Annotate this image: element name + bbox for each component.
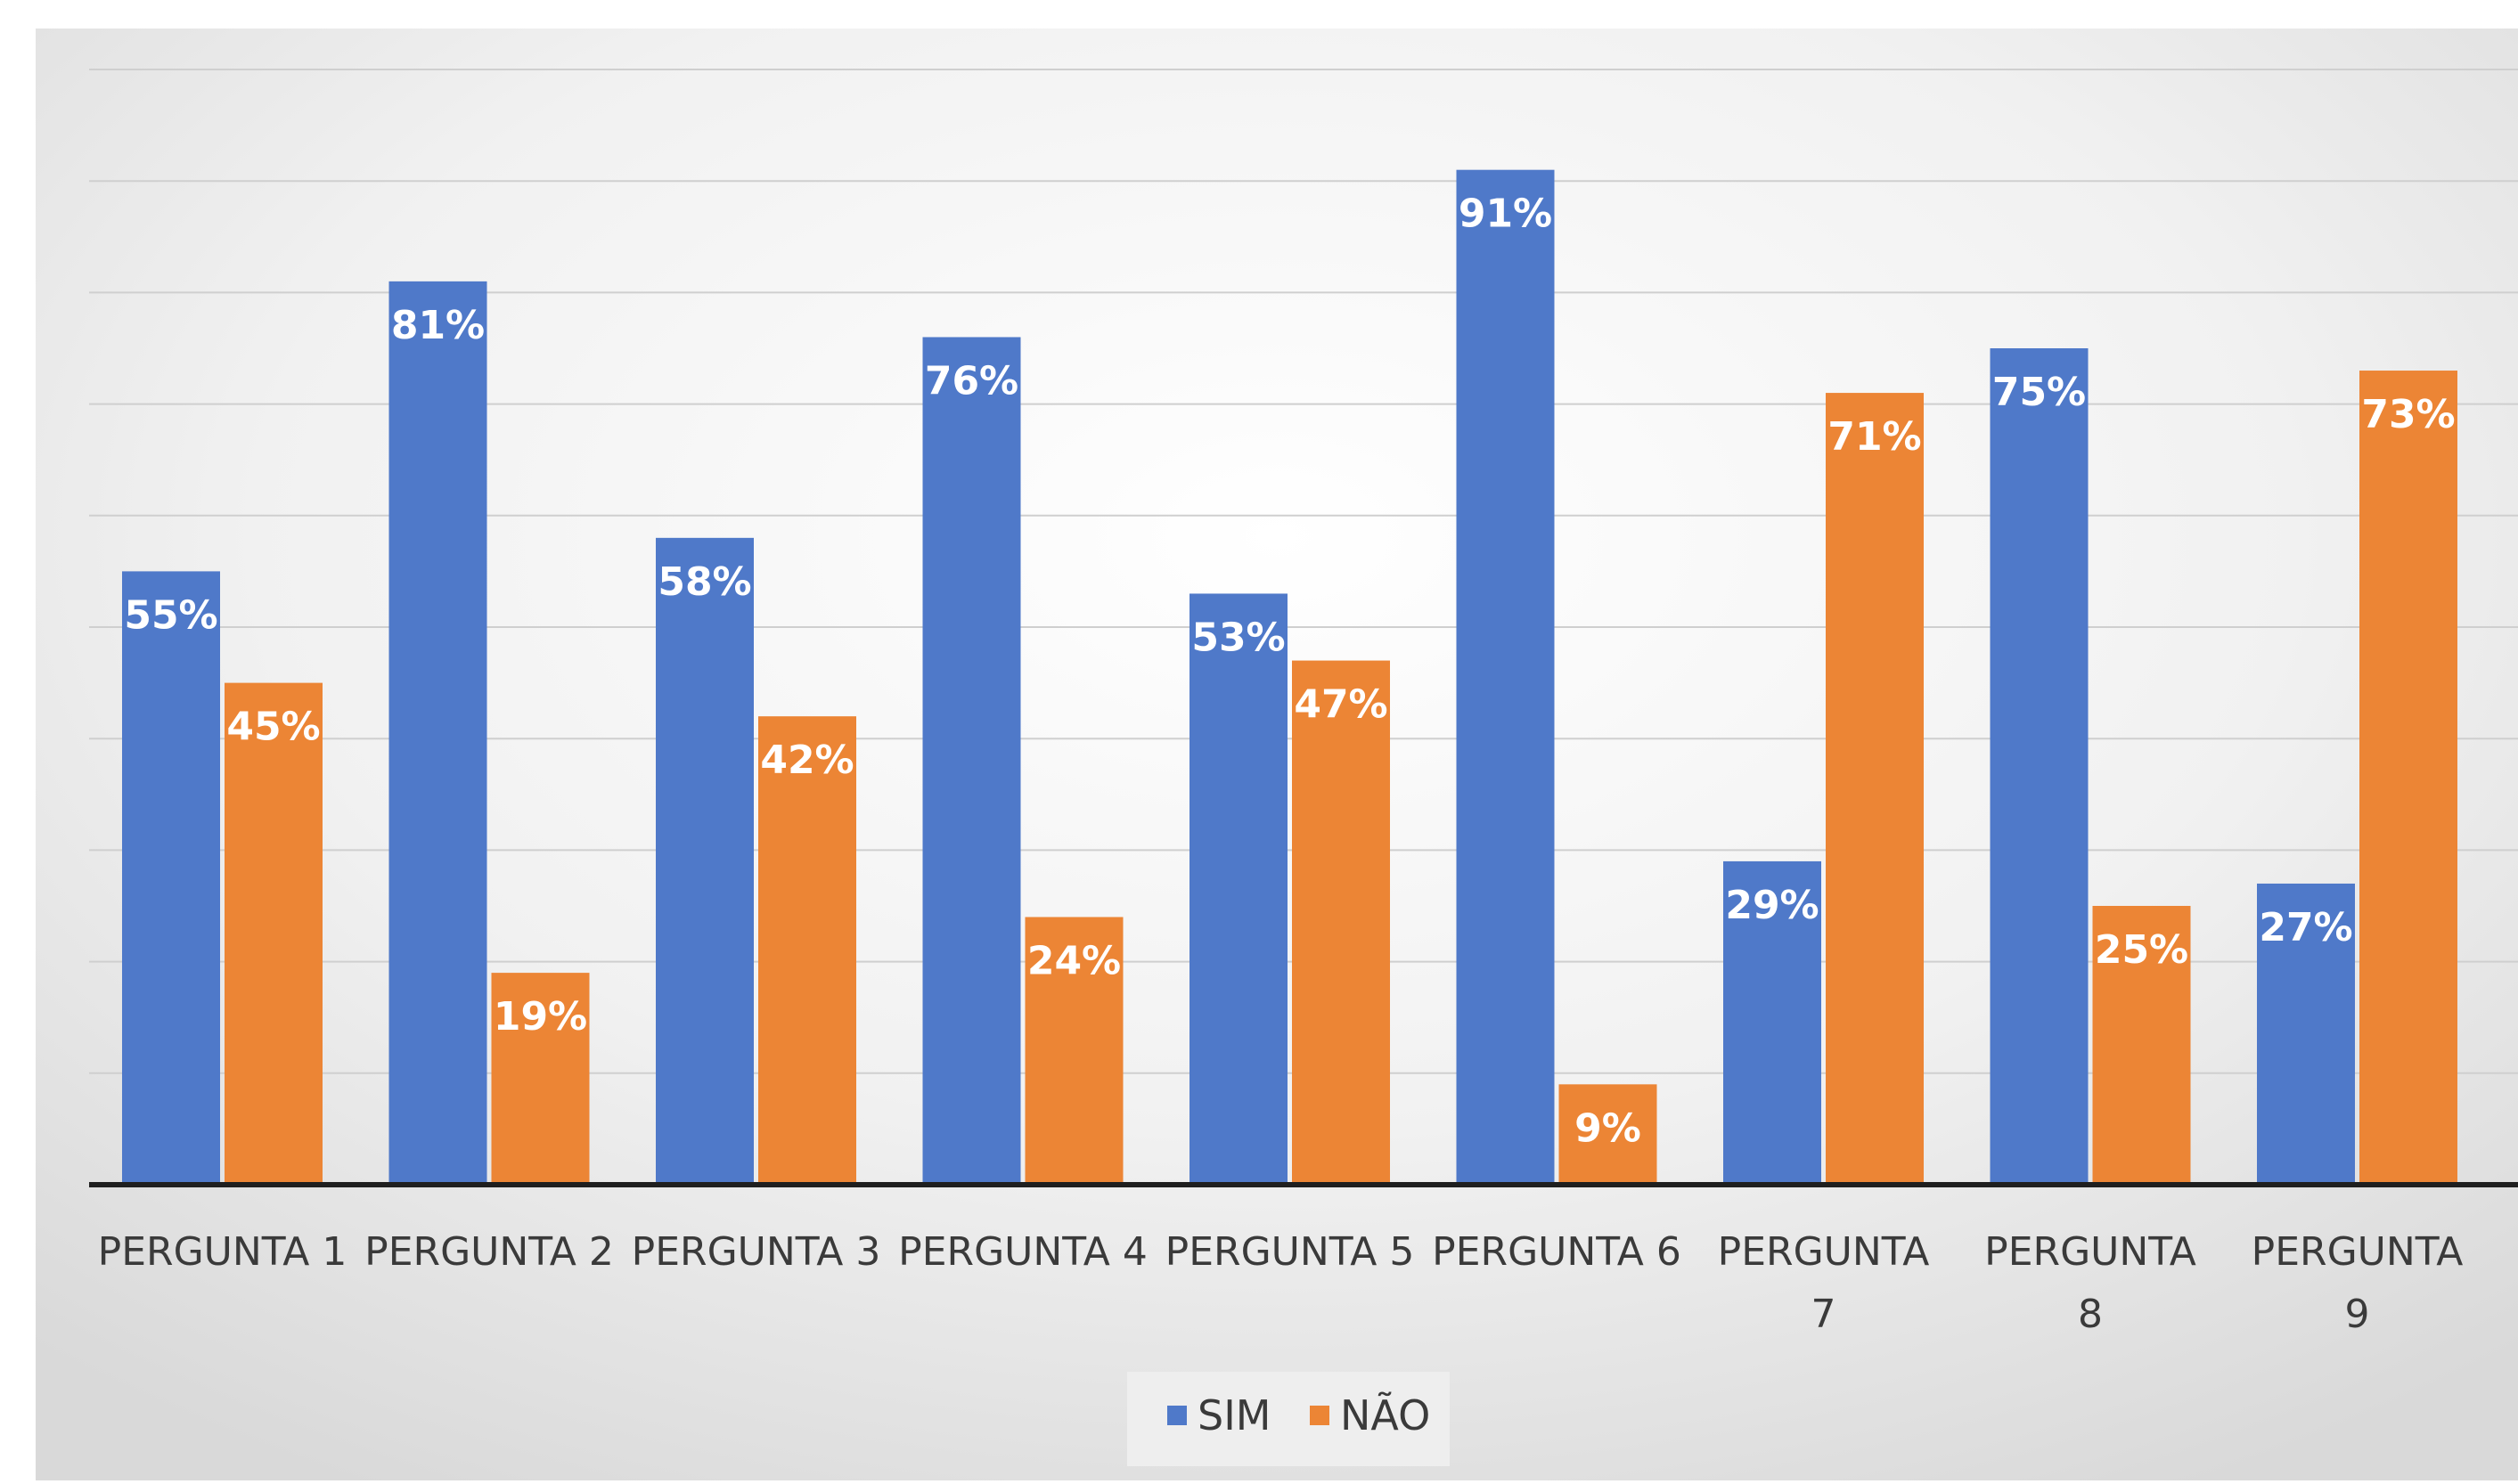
bar-sim-2: [388, 281, 487, 1185]
x-tick-label-6: PERGUNTA 6: [1432, 1229, 1681, 1275]
data-label-sim-1: 55%: [124, 592, 217, 638]
x-tick-label-5: PERGUNTA 5: [1165, 1229, 1415, 1275]
data-label-n-o-3: 42%: [760, 738, 854, 783]
bar-sim-7: [1723, 860, 1821, 1185]
x-tick-label-8: PERGUNTA 8: [1984, 1229, 2196, 1337]
x-axis-tick-labels: PERGUNTA 1 PERGUNTA 2 PERGUNTA 3 PERGUNTA 4…: [98, 1229, 2464, 1337]
bars: [122, 169, 2457, 1186]
x-tick-label-2: PERGUNTA 2: [364, 1229, 614, 1275]
bar-sim-9: [2257, 883, 2355, 1185]
data-labels: 55% 45% 81% 19% 58% 42% 76% 24% 53%47% 91% 9% 29% 71…: [124, 192, 2455, 1152]
data-label-sim-7: 29%: [1725, 883, 1819, 928]
bar-n-o-1: [225, 682, 323, 1185]
bar-sim-8: [1990, 348, 2089, 1185]
bar-sim-5: [1190, 593, 1288, 1185]
legend: SIM NÃO: [1127, 1372, 1450, 1466]
bar-n-o-5: [1292, 660, 1390, 1185]
data-label-n-o-4: 24%: [1027, 939, 1121, 984]
data-label-n-o-5: 47%: [1294, 682, 1387, 728]
x-tick-label-7: PERGUNTA 7: [1718, 1229, 1930, 1337]
data-label-sim-5: 53%: [1191, 615, 1285, 660]
bar-n-o-8: [2092, 906, 2191, 1185]
data-label-sim-4: 76%: [925, 358, 1018, 404]
bar-n-o-9: [2359, 371, 2457, 1185]
x-tick-label-9: PERGUNTA 9: [2252, 1229, 2464, 1337]
data-label-sim-3: 58%: [658, 559, 751, 605]
bar-sim-4: [922, 337, 1021, 1186]
data-label-sim-9: 27%: [2259, 905, 2352, 950]
data-label-n-o-7: 71%: [1827, 414, 1921, 460]
bar-sim-1: [122, 571, 220, 1185]
bar-sim-3: [656, 537, 754, 1185]
data-label-n-o-9: 73%: [2361, 392, 2455, 437]
data-label-n-o-1: 45%: [226, 705, 320, 750]
legend-label-sim: SIM: [1198, 1391, 1271, 1439]
legend-label-n-o: NÃO: [1340, 1391, 1430, 1439]
x-tick-label-4: PERGUNTA 4: [898, 1229, 1148, 1275]
bar-n-o-6: [1558, 1084, 1657, 1185]
bar-n-o-3: [758, 716, 856, 1185]
x-tick-label-1: PERGUNTA 1: [98, 1229, 347, 1275]
data-label-sim-2: 81%: [391, 303, 485, 348]
bar-n-o-7: [1826, 393, 1924, 1186]
data-label-sim-6: 91%: [1459, 192, 1552, 237]
data-label-sim-8: 75%: [1992, 370, 2086, 415]
data-label-n-o-8: 25%: [2095, 927, 2188, 973]
x-tick-label-3: PERGUNTA 3: [632, 1229, 881, 1275]
data-label-n-o-6: 9%: [1574, 1105, 1641, 1151]
bar-n-o-4: [1025, 917, 1124, 1185]
data-label-n-o-2: 19%: [494, 994, 587, 1040]
bar-n-o-2: [491, 973, 590, 1185]
bar-sim-6: [1456, 169, 1555, 1186]
legend-swatch-n-o: [1310, 1406, 1329, 1425]
legend-swatch-sim: [1167, 1406, 1187, 1425]
